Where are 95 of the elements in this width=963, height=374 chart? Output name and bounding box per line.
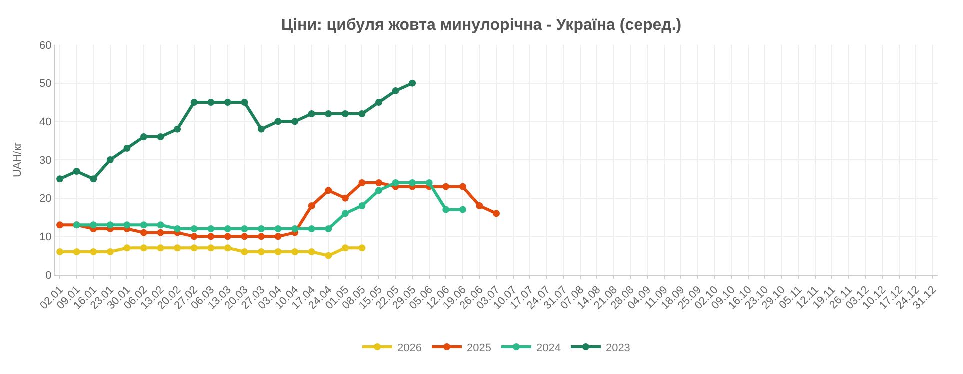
point (140, 222, 148, 229)
y-tick-label: 50 (40, 78, 52, 90)
point (258, 226, 265, 232)
point (392, 88, 400, 94)
point (493, 210, 500, 218)
point (190, 233, 198, 240)
point (124, 145, 131, 152)
legend-label: 2025 (466, 342, 492, 354)
point (174, 126, 182, 133)
point (308, 110, 316, 118)
y-tick-label: 0 (46, 270, 52, 282)
point (208, 99, 215, 106)
point (258, 233, 265, 240)
point (73, 248, 80, 256)
point (174, 244, 182, 252)
legend-label: 2024 (536, 342, 561, 354)
point (342, 244, 349, 252)
point (190, 244, 198, 252)
point (292, 226, 299, 232)
point (258, 248, 265, 256)
point (157, 229, 164, 236)
point (342, 210, 349, 218)
point (292, 248, 299, 256)
point (190, 99, 198, 106)
point (124, 222, 131, 229)
point (140, 229, 148, 236)
point (459, 183, 466, 190)
point (476, 202, 484, 210)
point (90, 176, 98, 183)
point (224, 226, 232, 232)
point (409, 80, 416, 87)
point (208, 226, 215, 232)
point (73, 168, 80, 175)
point (358, 180, 366, 186)
point (274, 118, 282, 126)
legend-label: 2026 (398, 342, 422, 354)
point (224, 244, 232, 252)
point (274, 233, 282, 240)
point (409, 180, 416, 186)
legend-label: 2023 (606, 342, 630, 354)
y-tick-label: 60 (40, 40, 52, 52)
point (375, 99, 382, 106)
point (258, 126, 265, 133)
point (308, 202, 316, 210)
point (375, 180, 382, 186)
point (106, 222, 114, 229)
point (459, 206, 466, 214)
point (174, 226, 182, 232)
point (224, 99, 232, 106)
point (241, 99, 248, 106)
point (157, 244, 164, 252)
point (56, 176, 64, 183)
point (241, 226, 248, 232)
point (90, 222, 98, 229)
point (56, 248, 64, 256)
y-axis-title: UAH/кг (12, 142, 24, 178)
point (56, 222, 64, 229)
point (241, 233, 248, 240)
point (90, 248, 98, 256)
point (208, 244, 215, 252)
point (325, 252, 332, 260)
y-tick-label: 20 (40, 193, 52, 206)
point (208, 233, 215, 240)
point (442, 183, 450, 190)
y-tick-label: 40 (40, 116, 52, 129)
point (442, 206, 450, 214)
point (342, 110, 349, 118)
point (106, 248, 114, 256)
point (358, 110, 366, 118)
point (157, 222, 164, 229)
point (358, 244, 366, 252)
point (426, 180, 433, 186)
point (358, 202, 366, 210)
point (106, 156, 114, 164)
y-tick-label: 30 (40, 154, 52, 167)
point (375, 187, 382, 194)
point (157, 134, 164, 140)
point (308, 248, 316, 256)
point (325, 187, 332, 194)
point (274, 226, 282, 232)
point (308, 226, 316, 232)
point (241, 248, 248, 256)
point (140, 244, 148, 252)
point (292, 118, 299, 126)
point (224, 233, 232, 240)
point (190, 226, 198, 232)
point (274, 248, 282, 256)
point (325, 110, 332, 118)
chart-title: Ціни: цибуля жовта минулорічна - Україна (серед.) (281, 16, 682, 34)
point (342, 194, 349, 202)
point (325, 226, 332, 232)
point (140, 134, 148, 140)
point (124, 244, 131, 252)
y-tick-label: 10 (40, 232, 52, 244)
point (392, 180, 400, 186)
